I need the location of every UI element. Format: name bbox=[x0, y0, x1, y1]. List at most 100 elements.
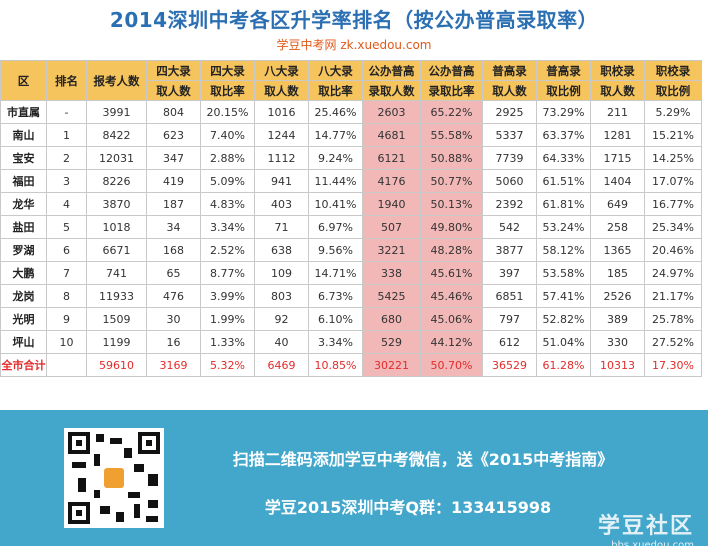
table-cell: 63.37% bbox=[536, 123, 591, 147]
table-cell: 30 bbox=[146, 307, 201, 331]
table-cell: 17.07% bbox=[644, 169, 702, 193]
table-cell: 1.33% bbox=[200, 330, 255, 354]
table-row: 南山 1 8422 623 7.40% 1244 14.77% 4681 55.58% 5337 6… bbox=[0, 123, 702, 147]
table-cell: 1244 bbox=[254, 123, 309, 147]
table-cell: 330 bbox=[590, 330, 645, 354]
total-cell: 36529 bbox=[482, 353, 537, 377]
column-header: 普高录 bbox=[536, 60, 591, 81]
table-cell: 1199 bbox=[86, 330, 147, 354]
table-cell: 476 bbox=[146, 284, 201, 308]
table-cell: 3877 bbox=[482, 238, 537, 262]
table-cell: 1112 bbox=[254, 146, 309, 170]
table-cell: 1 bbox=[46, 123, 87, 147]
table-cell: 64.33% bbox=[536, 146, 591, 170]
page-title: 2014深圳中考各区升学率排名（按公办普高录取率） bbox=[109, 8, 599, 32]
table-cell: 25.46% bbox=[308, 100, 363, 124]
column-header: 八大录 bbox=[308, 60, 363, 81]
table-cell: 16 bbox=[146, 330, 201, 354]
table-cell: 4 bbox=[46, 192, 87, 216]
table-cell: 65 bbox=[146, 261, 201, 285]
table-cell: 6.73% bbox=[308, 284, 363, 308]
table-cell: 623 bbox=[146, 123, 201, 147]
table-cell: 1715 bbox=[590, 146, 645, 170]
table-cell: 53.58% bbox=[536, 261, 591, 285]
district-cell: 盐田 bbox=[0, 215, 47, 239]
table-cell: 50.13% bbox=[420, 192, 483, 216]
column-header: 区 bbox=[0, 60, 47, 101]
table-cell: 680 bbox=[362, 307, 421, 331]
ranking-table: 区排名 报考人数 四大录 四大录 八大录 八大录 公办普高 公办普高 普高录 普高录 职校录 职校录取… bbox=[0, 60, 702, 377]
table-cell: 45.61% bbox=[420, 261, 483, 285]
table-cell: 34 bbox=[146, 215, 201, 239]
table-cell: 14.25% bbox=[644, 146, 702, 170]
table-cell: 803 bbox=[254, 284, 309, 308]
district-cell: 罗湖 bbox=[0, 238, 47, 262]
table-cell: 419 bbox=[146, 169, 201, 193]
table-header-row: 取人数 取比率 取人数 取比率 录取人数 录取比率 取人数 取比例 取人数 取比例 bbox=[1, 80, 702, 101]
qr-code bbox=[64, 428, 164, 528]
table-cell: 5.09% bbox=[200, 169, 255, 193]
table-cell: 14.71% bbox=[308, 261, 363, 285]
table-cell: 1509 bbox=[86, 307, 147, 331]
column-header: 四大录 bbox=[146, 60, 201, 81]
district-cell: 南山 bbox=[0, 123, 47, 147]
table-cell: 6.97% bbox=[308, 215, 363, 239]
table-cell: 1016 bbox=[254, 100, 309, 124]
table-cell: - bbox=[46, 100, 87, 124]
table-row: 龙岗 8 11933 476 3.99% 803 6.73% 5425 45.46% 6851 57… bbox=[0, 284, 702, 308]
page-subtitle: 学豆中考网 zk.xuedou.com bbox=[276, 38, 432, 52]
column-header: 普高录 bbox=[482, 60, 537, 81]
table-cell: 649 bbox=[590, 192, 645, 216]
district-cell: 龙华 bbox=[0, 192, 47, 216]
table-cell: 185 bbox=[590, 261, 645, 285]
footer-banner: 扫描二维码添加学豆中考微信，送《2015中考指南》 学豆2015深圳中考Q群：1… bbox=[0, 410, 708, 551]
table-cell: 258 bbox=[590, 215, 645, 239]
table-cell: 50.88% bbox=[420, 146, 483, 170]
table-cell: 1.99% bbox=[200, 307, 255, 331]
table-cell: 211 bbox=[590, 100, 645, 124]
total-label: 全市合计 bbox=[0, 353, 47, 377]
header: 2014深圳中考各区升学率排名（按公办普高录取率） 学豆中考网 zk.xuedo… bbox=[0, 0, 708, 60]
table-cell: 20.15% bbox=[200, 100, 255, 124]
total-cell: 10.85% bbox=[308, 353, 363, 377]
table-cell: 7 bbox=[46, 261, 87, 285]
table-cell: 1940 bbox=[362, 192, 421, 216]
table-cell: 11.44% bbox=[308, 169, 363, 193]
table-cell: 638 bbox=[254, 238, 309, 262]
table-cell: 529 bbox=[362, 330, 421, 354]
table-cell: 1018 bbox=[86, 215, 147, 239]
table-cell: 7.40% bbox=[200, 123, 255, 147]
brand-watermark: 学豆社区 bbs.xuedou.com bbox=[598, 508, 694, 551]
table-cell: 48.28% bbox=[420, 238, 483, 262]
column-header: 公办普高 bbox=[420, 60, 483, 81]
table-cell: 187 bbox=[146, 192, 201, 216]
table-cell: 347 bbox=[146, 146, 201, 170]
table-cell: 2526 bbox=[590, 284, 645, 308]
table-cell: 8 bbox=[46, 284, 87, 308]
table-row: 市直属 -3991 804 20.15% 1016 25.46% 2603 65.22% 292… bbox=[0, 100, 702, 124]
district-cell: 光明 bbox=[0, 307, 47, 331]
district-cell: 市直属 bbox=[0, 100, 47, 124]
table-cell: 168 bbox=[146, 238, 201, 262]
table-cell: 3991 bbox=[86, 100, 147, 124]
table-cell: 49.80% bbox=[420, 215, 483, 239]
table-cell: 61.51% bbox=[536, 169, 591, 193]
table-cell: 3870 bbox=[86, 192, 147, 216]
table-cell: 389 bbox=[590, 307, 645, 331]
table-cell: 71 bbox=[254, 215, 309, 239]
table-cell: 338 bbox=[362, 261, 421, 285]
table-total-row: 全市合计 59610 3169 5.32% 6469 10.85% 30221 50.70% 3… bbox=[0, 353, 702, 377]
table-cell: 5.29% bbox=[644, 100, 702, 124]
table-row: 罗湖 6 6671 168 2.52% 638 9.56% 3221 48.28% 3877 58.… bbox=[0, 238, 702, 262]
table-cell: 8.77% bbox=[200, 261, 255, 285]
table-cell: 24.97% bbox=[644, 261, 702, 285]
table-cell: 1365 bbox=[590, 238, 645, 262]
table-cell: 1281 bbox=[590, 123, 645, 147]
total-cell: 6469 bbox=[254, 353, 309, 377]
table-cell: 11933 bbox=[86, 284, 147, 308]
table-cell: 804 bbox=[146, 100, 201, 124]
column-header: 取比率 bbox=[308, 80, 363, 101]
table-cell: 4176 bbox=[362, 169, 421, 193]
column-header: 取比例 bbox=[644, 80, 702, 101]
table-cell: 55.58% bbox=[420, 123, 483, 147]
